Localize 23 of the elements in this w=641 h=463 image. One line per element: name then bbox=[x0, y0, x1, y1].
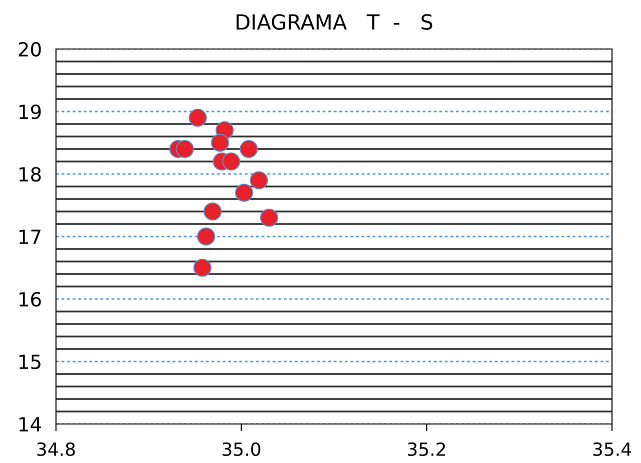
point bbox=[188, 108, 207, 127]
y-tick-label: 18 bbox=[20, 166, 41, 182]
point bbox=[204, 202, 222, 221]
y-tick-label: 14 bbox=[20, 417, 42, 432]
point bbox=[240, 140, 258, 158]
y-tick-label: 19 bbox=[20, 104, 41, 120]
point bbox=[197, 227, 216, 246]
point bbox=[210, 134, 230, 152]
x-tick-label: 35.4 bbox=[593, 442, 632, 456]
point bbox=[193, 258, 212, 277]
x-tick-label: 35.2 bbox=[408, 442, 445, 456]
chart-title: DIAGRAMA T - S bbox=[236, 14, 432, 30]
point bbox=[222, 152, 240, 171]
point bbox=[235, 184, 254, 202]
point bbox=[260, 208, 278, 227]
y-tick-label: 16 bbox=[20, 292, 41, 307]
x-tick-label: 34.8 bbox=[37, 442, 75, 456]
y-tick-label: 15 bbox=[20, 354, 40, 370]
y-tick-label: 20 bbox=[18, 42, 41, 57]
point bbox=[250, 171, 268, 190]
y-tick-label: 17 bbox=[20, 230, 40, 244]
point bbox=[176, 140, 194, 158]
x-tick-label: 35.0 bbox=[222, 442, 260, 456]
